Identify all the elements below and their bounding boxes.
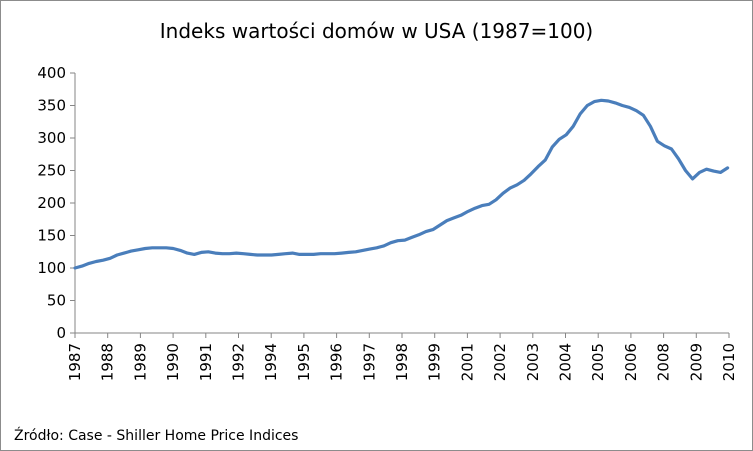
source-note: Źródło: Case - Shiller Home Price Indice… <box>14 428 299 444</box>
series-group <box>73 98 730 270</box>
y-tick-label: 50 <box>47 292 66 310</box>
x-tick-label: 1996 <box>328 343 346 381</box>
y-tick-label: 300 <box>37 129 66 147</box>
y-tick-label: 0 <box>56 324 66 342</box>
y-axis: 0 50 100 150 200 250 300 350 400 <box>37 64 75 342</box>
y-tick-label: 200 <box>37 194 66 212</box>
y-tick-label: 250 <box>37 162 66 180</box>
x-tick-label: 2002 <box>491 343 509 381</box>
x-tick-label: 1995 <box>295 343 313 381</box>
x-tick-label: 1999 <box>426 343 444 381</box>
x-tick-label: 2003 <box>524 343 542 381</box>
chart-title: Indeks wartości domów w USA (1987=100) <box>159 19 594 43</box>
x-tick-label: 1990 <box>164 343 182 381</box>
x-tick-label: 2006 <box>622 343 640 381</box>
x-axis: 1987 1988 1989 1990 1991 1992 1994 1995 1996 1997… <box>66 333 738 381</box>
y-tick-label: 150 <box>37 227 66 245</box>
x-tick-label: 2001 <box>458 343 476 381</box>
x-tick-label: 1991 <box>197 343 215 381</box>
x-tick-label: 2004 <box>557 343 575 381</box>
x-tick-label: 1997 <box>360 343 378 381</box>
series-line <box>73 98 730 270</box>
x-tick-label: 2005 <box>589 343 607 381</box>
x-tick-label: 2010 <box>720 343 738 381</box>
x-tick-label: 1987 <box>66 343 84 381</box>
x-tick-label: 1992 <box>230 343 248 381</box>
y-tick-label: 400 <box>37 64 66 82</box>
y-tick-label: 350 <box>37 97 66 115</box>
x-tick-label: 1994 <box>262 343 280 381</box>
x-tick-label: 1998 <box>393 343 411 381</box>
x-tick-label: 2008 <box>655 343 673 381</box>
x-tick-label: 1988 <box>99 343 117 381</box>
x-tick-label: 2009 <box>687 343 705 381</box>
x-tick-label: 1989 <box>131 343 149 381</box>
y-tick-label: 100 <box>37 259 66 277</box>
axes <box>74 73 729 334</box>
